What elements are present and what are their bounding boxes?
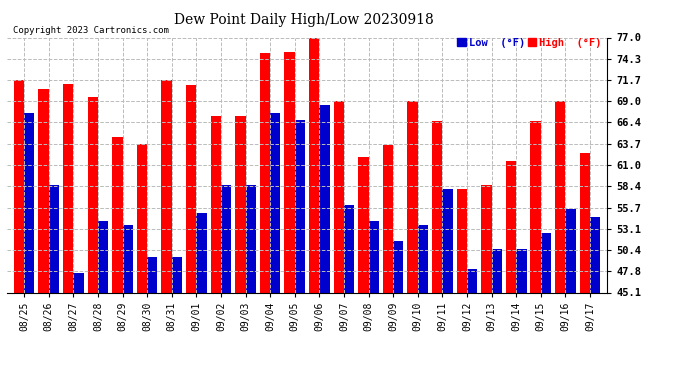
- Text: Copyright 2023 Cartronics.com: Copyright 2023 Cartronics.com: [13, 26, 169, 35]
- Bar: [319, 105, 330, 292]
- Bar: [467, 269, 477, 292]
- Bar: [417, 225, 428, 292]
- Bar: [358, 158, 368, 292]
- Bar: [137, 144, 147, 292]
- Bar: [270, 114, 280, 292]
- Bar: [541, 233, 551, 292]
- Bar: [246, 185, 256, 292]
- Bar: [260, 54, 270, 292]
- Bar: [221, 185, 231, 292]
- Bar: [506, 161, 516, 292]
- Bar: [49, 185, 59, 292]
- Bar: [284, 52, 295, 292]
- Bar: [309, 38, 319, 292]
- Bar: [457, 189, 467, 292]
- Bar: [14, 80, 24, 292]
- Bar: [210, 116, 221, 292]
- Bar: [344, 206, 354, 292]
- Bar: [432, 122, 442, 292]
- Bar: [63, 84, 73, 292]
- Text: Dew Point Daily High/Low 20230918: Dew Point Daily High/Low 20230918: [174, 13, 433, 27]
- Bar: [172, 257, 182, 292]
- Bar: [88, 98, 98, 292]
- Bar: [531, 122, 541, 292]
- Bar: [555, 102, 565, 292]
- Legend: Low  (°F), High  (°F): Low (°F), High (°F): [457, 38, 602, 48]
- Bar: [407, 102, 417, 292]
- Bar: [39, 90, 49, 292]
- Bar: [123, 225, 133, 292]
- Bar: [197, 213, 207, 292]
- Bar: [590, 217, 600, 292]
- Bar: [334, 102, 344, 292]
- Bar: [368, 221, 379, 292]
- Bar: [565, 209, 575, 292]
- Bar: [442, 189, 453, 292]
- Bar: [147, 257, 157, 292]
- Bar: [393, 242, 404, 292]
- Bar: [186, 86, 197, 292]
- Bar: [491, 249, 502, 292]
- Bar: [73, 273, 83, 292]
- Bar: [24, 114, 34, 292]
- Bar: [112, 137, 123, 292]
- Bar: [295, 120, 305, 292]
- Bar: [98, 221, 108, 292]
- Bar: [235, 116, 246, 292]
- Bar: [383, 146, 393, 292]
- Bar: [516, 249, 526, 292]
- Bar: [580, 153, 590, 292]
- Bar: [161, 80, 172, 292]
- Bar: [481, 185, 491, 292]
